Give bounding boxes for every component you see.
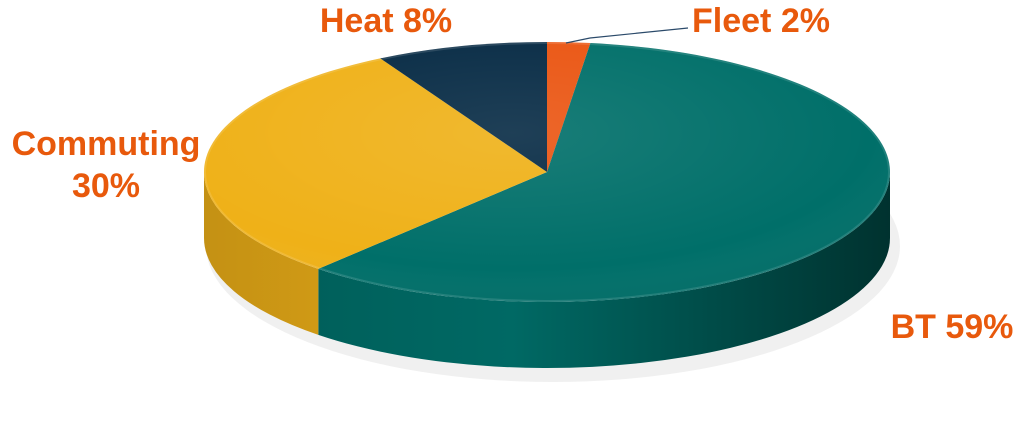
slice-side-bt [318,172,890,368]
fleet-leader-line [565,27,689,44]
label-bt: BT 59% [891,308,1014,346]
slice-side-commuting [204,172,319,335]
pie-top-highlight [204,42,890,302]
label-heat: Heat 8% [320,2,452,40]
pie-rim [204,42,890,302]
label-commuting: Commuting 30% [12,125,201,205]
label-fleet: Fleet 2% [692,2,830,40]
